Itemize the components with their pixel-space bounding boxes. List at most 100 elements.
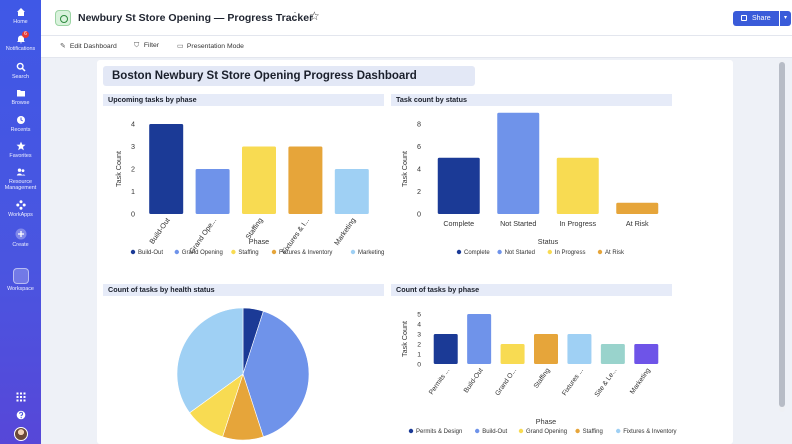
nav-profile[interactable]: [0, 427, 41, 441]
nav-browse[interactable]: Browse: [0, 88, 41, 106]
chart-title-phase: Upcoming tasks by phase: [103, 94, 384, 106]
legend-swatch: [456, 249, 462, 255]
edit-dashboard-label: Edit Dashboard: [69, 43, 117, 50]
nav-search[interactable]: Search: [0, 62, 41, 80]
avatar: [13, 427, 28, 441]
nav-create[interactable]: Create: [0, 228, 41, 248]
clock-icon: [16, 116, 25, 124]
chart-title-phase-count: Count of tasks by phase: [391, 284, 672, 296]
nav-resource-management[interactable]: Resource Management: [0, 167, 41, 191]
folder-icon: [16, 90, 25, 97]
y-axis-label: Task Count: [400, 151, 409, 187]
nav-notifications[interactable]: 6 Notifications: [0, 31, 41, 52]
nav-create-label: Create: [12, 242, 29, 248]
scrollbar-thumb[interactable]: [779, 62, 785, 407]
bar: [500, 344, 525, 364]
legend-swatch: [271, 249, 277, 255]
legend-swatch: [231, 249, 236, 255]
workapps-icon: [15, 200, 26, 210]
nav-home[interactable]: Home: [0, 7, 41, 25]
notifications-badge: 6: [22, 31, 29, 38]
bar: [149, 124, 184, 214]
page-title: Newbury St Store Opening — Progress Trac…: [78, 12, 314, 24]
x-tick-label: Marketing: [332, 216, 357, 247]
chart-title-status: Task count by status: [391, 94, 672, 106]
y-tick-label: 4: [417, 321, 421, 328]
bar: [616, 202, 659, 214]
y-tick-label: 6: [417, 142, 421, 151]
legend-item: Not Started: [505, 250, 535, 256]
legend-item: Permits & Design: [416, 429, 462, 435]
more-options-icon[interactable]: ⋮: [290, 11, 300, 22]
bar: [634, 344, 659, 364]
legend-item: In Progress: [555, 250, 586, 256]
x-tick-label: Permits ...: [428, 367, 451, 396]
lock-icon: [741, 15, 747, 21]
chart-title-health: Count of tasks by health status: [103, 284, 384, 296]
bell-icon: [16, 35, 25, 44]
x-tick-label: Grand O...: [494, 367, 518, 397]
bar: [467, 314, 492, 364]
home-icon: [16, 8, 25, 16]
nav-help[interactable]: [0, 410, 41, 420]
pie-slice: [242, 310, 310, 438]
y-tick-label: 1: [131, 187, 135, 196]
legend-swatch: [547, 249, 552, 255]
nav-browse-label: Browse: [11, 100, 30, 106]
share-dropdown-chevron-icon[interactable]: ▾: [780, 11, 791, 26]
legend-swatch: [475, 428, 480, 434]
x-axis-label: Phase: [536, 417, 556, 426]
y-tick-label: 8: [417, 119, 421, 128]
legend-item: At Risk: [605, 250, 625, 256]
top-header: Newbury St Store Opening — Progress Trac…: [41, 0, 792, 36]
nav-workspace[interactable]: Workspace: [0, 268, 41, 292]
dashboard-app-icon: [55, 10, 71, 26]
nav-favorites[interactable]: Favorites: [0, 141, 41, 159]
nav-recents[interactable]: Recents: [0, 115, 41, 133]
edit-dashboard-button[interactable]: ✎ Edit Dashboard: [60, 42, 117, 50]
y-tick-label: 1: [417, 351, 421, 358]
share-button[interactable]: Share: [733, 11, 779, 26]
dashboard-title: Boston Newbury St Store Opening Progress…: [103, 66, 475, 86]
legend-swatch: [597, 249, 603, 255]
legend-swatch: [518, 428, 524, 434]
legend-item: Staffing: [238, 250, 258, 256]
dashboard-toolbar: ✎ Edit Dashboard ⛉ Filter ▭ Presentation…: [41, 36, 792, 58]
nav-workapps[interactable]: WorkApps: [0, 200, 41, 218]
y-axis-label: Task Count: [400, 321, 409, 357]
nav-resource-label-2: Management: [4, 185, 37, 191]
favorite-star-icon[interactable]: ☆: [309, 9, 320, 23]
presentation-mode-button[interactable]: ▭ Presentation Mode: [177, 42, 244, 50]
nav-workapps-label: WorkApps: [8, 212, 33, 218]
legend-swatch: [616, 428, 621, 434]
grid-icon: [16, 392, 25, 402]
legend-swatch: [575, 428, 580, 434]
bar: [534, 334, 558, 364]
legend-swatch: [130, 249, 136, 255]
chart-status: 0 2 4 6 8 Task Count Complete Not Started In Pro…: [400, 112, 659, 256]
y-tick-label: 4: [131, 119, 135, 128]
nav-apps-grid[interactable]: [0, 392, 41, 402]
nav-workspace-label: Workspace: [7, 286, 34, 292]
x-axis-label: Status: [538, 237, 559, 246]
pencil-icon: ✎: [60, 43, 66, 50]
filter-icon: ⛉: [134, 42, 140, 49]
bar: [288, 146, 323, 214]
nav-favorites-label: Favorites: [9, 153, 32, 159]
x-tick-label: Build-Out: [147, 216, 172, 246]
y-tick-label: 0: [417, 209, 421, 218]
nav-search-label: Search: [11, 74, 30, 80]
chart-phase-count: 0 1 2 3 4 5 Task Count Permits ... Build-Out Gran…: [400, 311, 677, 435]
legend-item: Fixtures & Inventory: [623, 429, 676, 435]
filter-button[interactable]: ⛉ Filter: [134, 42, 159, 50]
legend-item: Build-Out: [138, 250, 163, 256]
legend-item: Grand Opening: [182, 250, 223, 256]
y-axis-label: Task Count: [114, 151, 123, 187]
y-tick-label: 3: [417, 331, 421, 338]
y-tick-label: 5: [417, 311, 421, 318]
x-tick-label: At Risk: [626, 219, 649, 228]
bar: [195, 169, 230, 214]
legend-item: Grand Opening: [526, 429, 567, 435]
left-nav-rail: Home 6 Notifications Search Browse Recen…: [0, 0, 41, 444]
y-tick-label: 0: [131, 209, 135, 218]
